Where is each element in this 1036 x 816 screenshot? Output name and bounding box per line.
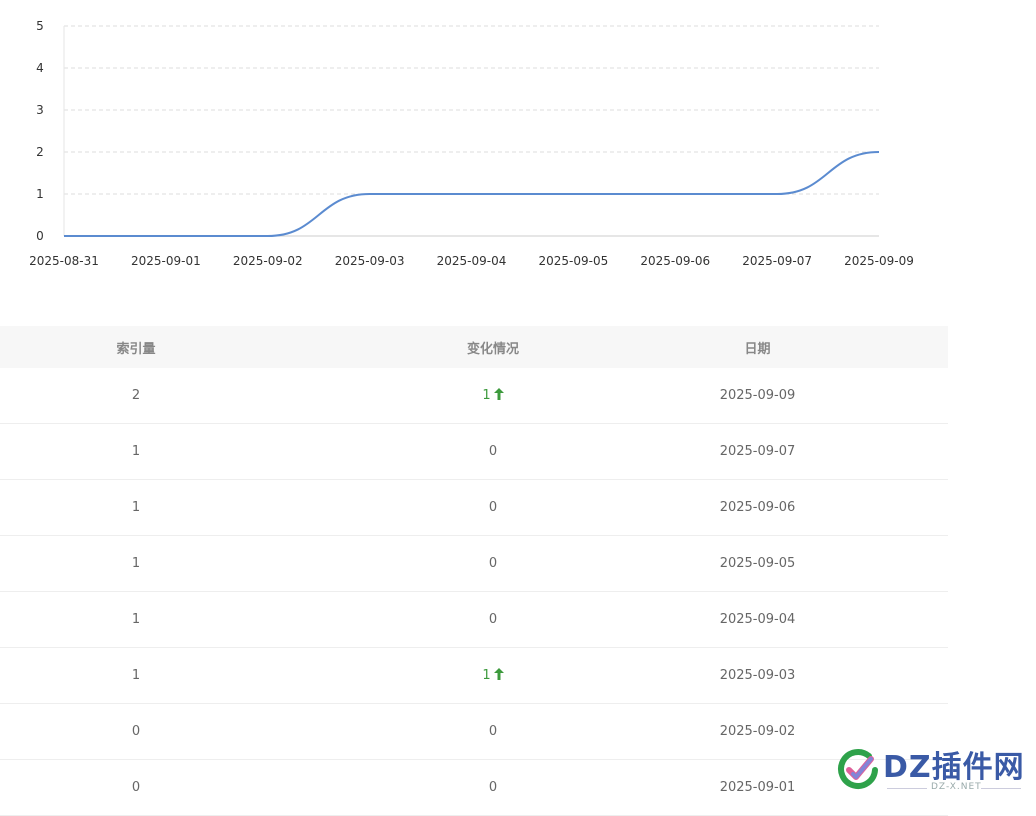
cell-date: 2025-09-01 — [719, 780, 796, 795]
change-value: 0 — [488, 444, 498, 459]
cell-index: 0 — [131, 724, 141, 739]
header-change: 变化情况 — [466, 341, 519, 357]
cell-change: 1 — [272, 668, 714, 683]
x-tick-label: 2025-09-01 — [131, 254, 201, 268]
chart-series — [64, 151, 880, 237]
cell-index: 1 — [131, 668, 141, 683]
table-row: 1 0 2025-09-07 — [0, 424, 948, 480]
cell-date: 2025-09-05 — [719, 556, 796, 571]
cell-date: 2025-09-06 — [719, 500, 796, 515]
y-tick-label: 2 — [36, 145, 44, 159]
x-tick-label: 2025-08-31 — [29, 254, 99, 268]
y-tick-label: 4 — [36, 61, 44, 75]
table-row: 0 0 2025-09-02 — [0, 704, 948, 760]
y-axis: 0 1 2 3 4 5 — [36, 19, 65, 243]
cell-change: 0 — [272, 556, 714, 571]
x-tick-label: 2025-09-03 — [335, 254, 405, 268]
x-tick-label: 2025-09-02 — [233, 254, 303, 268]
change-value: 0 — [488, 780, 498, 795]
cell-index: 1 — [131, 556, 141, 571]
cell-index: 1 — [131, 444, 141, 459]
y-tick-label: 5 — [36, 19, 44, 33]
cell-change: 1 — [272, 388, 714, 403]
arrow-up-icon — [493, 388, 504, 400]
cell-date: 2025-09-07 — [719, 444, 796, 459]
change-value: 1 — [482, 668, 491, 683]
table-row: 1 0 2025-09-04 — [0, 592, 948, 648]
table-row: 1 0 2025-09-05 — [0, 536, 948, 592]
x-axis: 2025-08-31 2025-09-01 2025-09-02 2025-09-03… — [29, 235, 914, 268]
table-body: 2 1 2025-09-09 1 0 2025-09-07 1 0 2025-09-06 1 0 20… — [0, 368, 948, 816]
change-value: 0 — [488, 724, 498, 739]
y-tick-label: 0 — [36, 229, 44, 243]
watermark-logo-icon — [838, 749, 878, 789]
table-row: 0 0 2025-09-01 — [0, 760, 948, 816]
watermark-sub: DZ-X.NET — [931, 782, 982, 792]
x-tick-label: 2025-09-05 — [539, 254, 609, 268]
cell-date: 2025-09-02 — [719, 724, 796, 739]
site-watermark: DZ插件网 DZ-X.NET — [835, 742, 1025, 804]
x-tick-label: 2025-09-06 — [640, 254, 710, 268]
table-row: 1 0 2025-09-06 — [0, 480, 948, 536]
y-tick-label: 1 — [36, 187, 44, 201]
change-value: 1 — [482, 388, 491, 403]
cell-index: 1 — [131, 612, 141, 627]
watermark-divider-right — [981, 788, 1021, 789]
x-tick-label: 2025-09-09 — [844, 254, 914, 268]
cell-change: 0 — [272, 612, 714, 627]
change-value: 0 — [488, 556, 498, 571]
watermark-divider-left — [887, 788, 927, 789]
arrow-up-icon — [493, 668, 504, 680]
cell-index: 2 — [131, 388, 141, 403]
cell-change: 0 — [272, 724, 714, 739]
watermark-brand: DZ插件网 — [883, 750, 1025, 785]
cell-index: 0 — [131, 780, 141, 795]
index-table: 索引量 变化情况 日期 2 1 2025-09-09 1 0 2025-09-07 1 0 20… — [0, 326, 948, 816]
cell-index: 1 — [131, 500, 141, 515]
change-value: 0 — [488, 500, 498, 515]
header-index: 索引量 — [116, 341, 156, 357]
cell-change: 0 — [272, 444, 714, 459]
cell-date: 2025-09-09 — [719, 388, 796, 403]
chart-grid — [64, 25, 879, 195]
cell-date: 2025-09-03 — [719, 668, 796, 683]
series-line — [64, 151, 880, 237]
cell-date: 2025-09-04 — [719, 612, 796, 627]
table-row: 2 1 2025-09-09 — [0, 368, 948, 424]
table-row: 1 1 2025-09-03 — [0, 648, 948, 704]
cell-change: 0 — [272, 780, 714, 795]
table-header: 索引量 变化情况 日期 — [0, 326, 948, 368]
y-tick-label: 3 — [36, 103, 44, 117]
cell-change: 0 — [272, 500, 714, 515]
header-date: 日期 — [744, 341, 771, 357]
x-tick-label: 2025-09-07 — [742, 254, 812, 268]
change-value: 0 — [488, 612, 498, 627]
x-tick-label: 2025-09-04 — [437, 254, 507, 268]
